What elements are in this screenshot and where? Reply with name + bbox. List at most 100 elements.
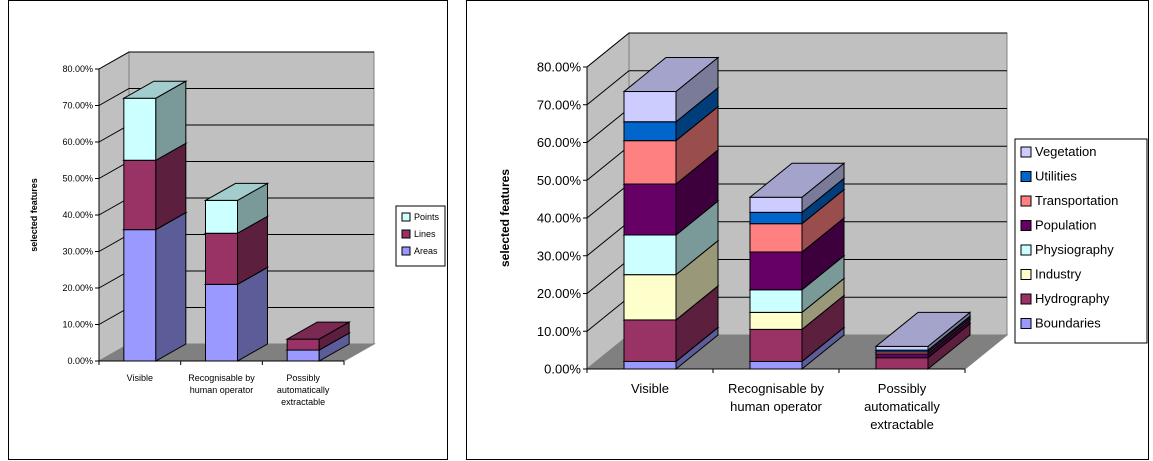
y-tick-label: 20.00%: [62, 283, 93, 293]
y-axis-label: selected features: [498, 169, 512, 267]
bar-top: [285, 321, 352, 340]
legend-label-utilities: Utilities: [1035, 169, 1077, 184]
legend-label-physiography: Physiography: [1035, 242, 1114, 257]
y-tick-label: 10.00%: [62, 320, 93, 330]
y-tick-label: 70.00%: [537, 97, 582, 112]
bar-segment-lines-3: [285, 321, 352, 351]
y-tick-label: 40.00%: [62, 210, 93, 220]
y-tick-label: 50.00%: [537, 173, 582, 188]
legend-swatch-areas: [401, 246, 411, 256]
x-category-label: human operator: [730, 399, 822, 414]
bar-front: [623, 183, 677, 236]
bar-front: [749, 196, 803, 213]
bar-front: [205, 283, 238, 362]
bar-front: [749, 360, 803, 370]
x-category-label: Visible: [631, 381, 669, 396]
x-category-label: Possibly: [286, 373, 320, 383]
legend-label-boundaries: Boundaries: [1035, 316, 1101, 331]
bar-front: [123, 229, 157, 362]
bar-front: [623, 360, 677, 370]
x-category-label: Visible: [127, 373, 153, 383]
y-tick-label: 70.00%: [62, 101, 93, 111]
chart-panel-right: 0.00% 10.00% 20.00% 30.00% 40.00% 50.00% 60.00…: [466, 0, 1149, 460]
gridline: [98, 51, 374, 70]
y-tick-label: 0.00%: [544, 362, 581, 377]
bar-front: [623, 234, 677, 276]
bar-front: [749, 211, 803, 225]
stacked-bar-chart-right: 0.00% 10.00% 20.00% 30.00% 40.00% 50.00% 60.00…: [498, 31, 1148, 432]
x-category-label: extractable: [870, 417, 934, 432]
y-tick-label: 30.00%: [62, 247, 93, 257]
bar-front: [623, 140, 677, 185]
stacked-bar-chart-left: 0.00% 10.00% 20.00% 30.00% 40.00% 50.00% 60.00…: [29, 51, 446, 407]
bar-front: [286, 338, 320, 351]
x-category-label: extractable: [281, 397, 325, 407]
bar-front: [205, 199, 238, 234]
chart-panel-left: 0.00% 10.00% 20.00% 30.00% 40.00% 50.00% 60.00…: [8, 0, 448, 460]
bar-top: [748, 162, 846, 198]
legend-box: [1014, 138, 1148, 344]
bar-front: [286, 349, 320, 362]
legend-label-areas: Areas: [414, 246, 438, 256]
gridline: [586, 32, 1007, 68]
x-category-label: human operator: [190, 385, 254, 395]
x-category-label: Recognisable by: [728, 381, 825, 396]
bar-segment-points-1: [121, 80, 188, 162]
y-tick-label: 60.00%: [62, 137, 93, 147]
legend-label-points: Points: [414, 212, 440, 222]
y-tick-label: 60.00%: [537, 135, 582, 150]
legend-label-vegetation: Vegetation: [1035, 144, 1096, 159]
bar-side: [155, 211, 187, 362]
y-tick-label: 40.00%: [537, 211, 582, 226]
bar-front: [749, 251, 803, 291]
legend-label-hydrography: Hydrography: [1035, 291, 1110, 306]
bar-segment-vegetation-1: [622, 56, 720, 123]
bar-front: [205, 232, 238, 285]
x-category-label: automatically: [864, 399, 940, 414]
legend-swatch-population: [1020, 220, 1032, 231]
legend-label-lines: Lines: [414, 229, 436, 239]
gridline: [586, 70, 1007, 106]
bar-front: [749, 311, 803, 330]
x-category-label: Possibly: [878, 381, 927, 396]
legend-swatch-points: [401, 212, 411, 222]
bar-segment-vegetation-2: [748, 162, 846, 214]
legend-label-population: Population: [1035, 218, 1096, 233]
bar-top: [874, 311, 972, 347]
bar-top: [622, 57, 720, 93]
legend: Vegetation Utilities Transportation Populat…: [1014, 138, 1148, 344]
bar-front: [875, 357, 929, 370]
bar-front: [123, 97, 157, 161]
y-tick-label: 10.00%: [537, 324, 582, 339]
legend-swatch-vegetation: [1020, 146, 1032, 158]
bar-segment-vegetation-3: [874, 311, 972, 352]
legend-swatch-transportation: [1020, 195, 1032, 207]
bar-front: [749, 289, 803, 313]
bar-front: [749, 223, 803, 253]
y-tick-label: 80.00%: [62, 64, 93, 74]
bar-front: [875, 353, 929, 359]
bar-front: [623, 319, 677, 362]
legend-swatch-utilities: [1020, 171, 1032, 182]
y-tick-label: 20.00%: [537, 286, 582, 301]
bar-front: [123, 159, 157, 231]
gridline: [98, 88, 374, 106]
legend-swatch-industry: [1020, 269, 1032, 280]
bar-segment-points-2: [203, 182, 270, 235]
legend-swatch-lines: [401, 229, 411, 239]
legend-swatch-boundaries: [1020, 318, 1032, 329]
bar-front: [875, 345, 929, 351]
bar-front: [623, 91, 677, 123]
legend: Points Lines Areas: [395, 205, 446, 267]
legend-swatch-physiography: [1020, 244, 1032, 256]
x-category-label: Recognisable by: [188, 373, 255, 383]
bar-segment-areas-1: [121, 211, 188, 362]
bar-top: [121, 80, 188, 99]
legend-label-industry: Industry: [1035, 267, 1082, 282]
legend-label-transportation: Transportation: [1035, 193, 1118, 208]
y-tick-label: 30.00%: [537, 248, 582, 263]
legend-swatch-hydrography: [1020, 293, 1032, 305]
y-tick-label: 50.00%: [62, 174, 93, 184]
y-axis-label: selected features: [29, 178, 39, 252]
x-category-label: automatically: [277, 385, 330, 395]
